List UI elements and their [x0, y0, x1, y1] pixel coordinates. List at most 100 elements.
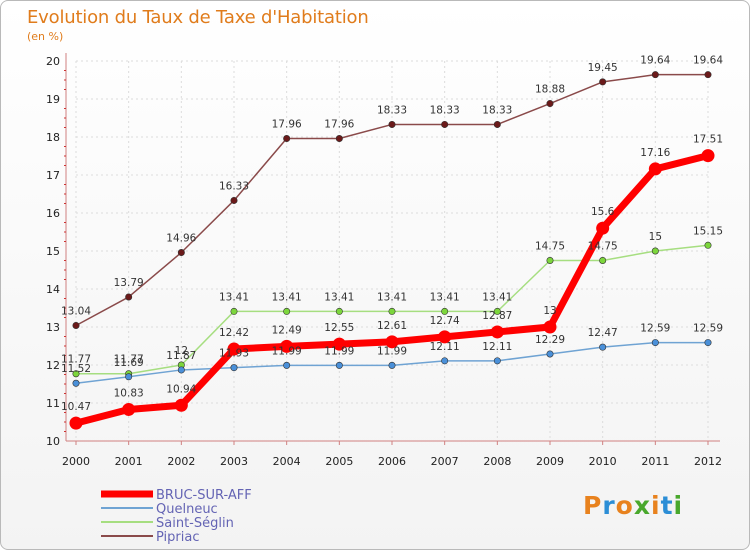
data-point-bruc-sur-aff [227, 342, 241, 356]
data-label-saint-s-glin: 13.41 [430, 291, 460, 303]
data-point-pipriac [72, 321, 80, 329]
y-tick-label: 20 [46, 55, 60, 68]
logo-letter: x [633, 491, 651, 520]
data-point-bruc-sur-aff [174, 398, 188, 412]
data-label-pipriac: 17.96 [324, 119, 354, 131]
data-label-bruc-sur-aff: 17.51 [693, 134, 723, 146]
chart-title: Evolution du Taux de Taxe d'Habitation [27, 7, 369, 28]
x-tick-label: 2008 [483, 455, 511, 468]
logo-letter: i [651, 491, 661, 520]
data-label-quelneuc: 11.69 [114, 357, 144, 369]
x-tick-label: 2010 [589, 455, 617, 468]
data-label-bruc-sur-aff: 13 [543, 305, 556, 317]
data-label-pipriac: 14.96 [166, 233, 196, 245]
data-point-pipriac [651, 71, 659, 79]
y-tick-label: 12 [46, 359, 60, 372]
data-point-quelneuc [704, 339, 712, 347]
x-tick-label: 2009 [536, 455, 564, 468]
data-label-pipriac: 18.33 [377, 104, 407, 116]
series-points [69, 71, 715, 430]
data-point-bruc-sur-aff [280, 339, 294, 353]
logo-letter: i [673, 491, 684, 520]
series-labels: 13.04 13.79 14.96 16.33 17.96 17.96 18.33 18.33… [61, 55, 723, 413]
legend-label-pipriac: Pipriac [156, 530, 200, 545]
data-point-bruc-sur-aff [543, 320, 557, 334]
y-tick-label: 16 [46, 207, 60, 220]
data-label-quelneuc: 12.11 [430, 341, 460, 353]
data-label-bruc-sur-aff: 10.94 [166, 383, 196, 395]
x-tick-label: 2011 [641, 455, 669, 468]
data-point-saint-s-glin [441, 307, 449, 315]
data-label-pipriac: 18.33 [482, 104, 512, 116]
logo-letter: r [602, 491, 616, 520]
x-tick-label: 2005 [325, 455, 353, 468]
data-label-saint-s-glin: 15.15 [693, 225, 723, 237]
data-label-pipriac: 19.45 [588, 62, 618, 74]
logo-letter: P [583, 491, 603, 520]
y-tick-label: 19 [46, 93, 60, 106]
y-tick-label: 15 [46, 245, 60, 258]
data-label-quelneuc: 12.59 [640, 323, 670, 335]
data-label-bruc-sur-aff: 12.74 [430, 315, 460, 327]
data-label-bruc-sur-aff: 12.42 [219, 327, 249, 339]
data-label-saint-s-glin: 14.75 [588, 241, 618, 253]
logo-letter: o [615, 491, 634, 520]
data-label-bruc-sur-aff: 15.6 [591, 206, 615, 218]
y-tick-label: 13 [46, 321, 60, 334]
data-label-saint-s-glin: 11.77 [61, 354, 91, 366]
data-point-quelneuc [599, 343, 607, 351]
chart-unit-label: (en %) [27, 30, 64, 43]
legend-label-quelneuc: Quelneuc [156, 502, 218, 517]
data-point-saint-s-glin [388, 307, 396, 315]
data-label-bruc-sur-aff: 12.49 [272, 324, 302, 336]
x-tick-label: 2007 [431, 455, 459, 468]
data-label-quelneuc: 12.47 [588, 327, 618, 339]
y-tick-label: 10 [46, 435, 60, 448]
data-point-saint-s-glin [493, 307, 501, 315]
data-label-saint-s-glin: 13.41 [377, 291, 407, 303]
data-point-bruc-sur-aff [648, 162, 662, 176]
data-point-bruc-sur-aff [490, 325, 504, 339]
data-point-pipriac [546, 100, 554, 108]
data-label-bruc-sur-aff: 10.83 [114, 387, 144, 399]
data-label-quelneuc: 12.59 [693, 323, 723, 335]
data-point-bruc-sur-aff [332, 337, 346, 351]
data-label-saint-s-glin: 15 [649, 231, 662, 243]
data-label-bruc-sur-aff: 12.87 [482, 310, 512, 322]
data-label-saint-s-glin: 13.41 [272, 291, 302, 303]
data-point-saint-s-glin [335, 307, 343, 315]
data-label-saint-s-glin: 11.77 [114, 354, 144, 366]
data-point-quelneuc [177, 366, 185, 374]
data-point-pipriac [599, 78, 607, 86]
data-point-quelneuc [230, 364, 238, 372]
data-label-saint-s-glin: 13.41 [324, 291, 354, 303]
data-point-quelneuc [651, 339, 659, 347]
data-point-saint-s-glin [283, 307, 291, 315]
data-label-saint-s-glin: 14.75 [535, 241, 565, 253]
data-point-pipriac [441, 120, 449, 128]
data-point-pipriac [125, 293, 133, 301]
data-point-pipriac [177, 249, 185, 257]
data-label-pipriac: 13.79 [114, 277, 144, 289]
data-label-pipriac: 13.04 [61, 305, 91, 317]
data-label-bruc-sur-aff: 17.16 [640, 147, 670, 159]
x-tick-label: 2003 [220, 455, 248, 468]
data-label-quelneuc: 11.52 [61, 363, 91, 375]
legend-label-saint-s-glin: Saint-Séglin [156, 516, 234, 531]
data-point-saint-s-glin [651, 247, 659, 255]
data-point-bruc-sur-aff [122, 402, 136, 416]
legend-label-bruc-sur-aff: BRUC-SUR-AFF [156, 488, 252, 503]
logo-letter: t [660, 491, 674, 520]
x-tick-label: 2001 [115, 455, 143, 468]
data-label-pipriac: 16.33 [219, 180, 249, 192]
data-label-pipriac: 18.88 [535, 84, 565, 96]
data-label-pipriac: 18.33 [430, 104, 460, 116]
chart-axes: 10 11 12 13 14 15 16 17 18 19 20 2000 2001 2002 2003 20… [46, 53, 722, 468]
proxiti-logo: Proxiti [583, 491, 683, 520]
data-point-bruc-sur-aff [69, 416, 83, 430]
data-label-quelneuc: 11.93 [219, 348, 249, 360]
data-label-quelneuc: 11.87 [166, 350, 196, 362]
